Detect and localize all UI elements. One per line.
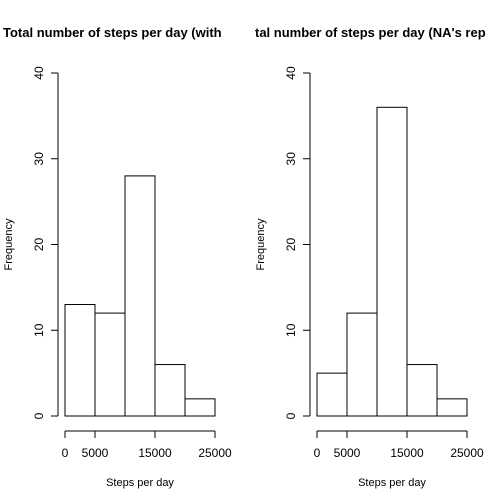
histogram-bar	[406, 364, 438, 417]
histogram-bar	[346, 312, 378, 417]
y-axis-label: Frequency	[3, 218, 15, 270]
x-tick-label: 0	[314, 446, 321, 460]
y-tick-label: 10	[284, 323, 298, 337]
y-tick-label: 30	[32, 152, 46, 166]
y-tick-label: 40	[284, 66, 298, 80]
histogram-bar	[64, 304, 96, 417]
x-tick-label: 25000	[198, 446, 232, 460]
y-tick-label: 20	[284, 238, 298, 252]
histogram-bar	[376, 106, 408, 417]
y-tick-label: 10	[32, 323, 46, 337]
y-tick-label: 0	[284, 412, 298, 419]
y-tick-label: 0	[32, 412, 46, 419]
histogram-bar	[124, 175, 156, 417]
y-tick-label: 20	[32, 238, 46, 252]
x-tick-label: 5000	[82, 446, 109, 460]
x-tick-label: 15000	[138, 446, 172, 460]
histogram-panel-original: Total number of steps per day (with 0 10 20…	[3, 25, 232, 489]
x-axis-label: Steps per day	[106, 477, 174, 489]
histogram-bar	[184, 398, 216, 417]
y-tick-label: 40	[32, 66, 46, 80]
x-tick-label: 25000	[450, 446, 484, 460]
x-tick-label: 15000	[390, 446, 424, 460]
histogram-bar	[436, 398, 468, 417]
x-tick-label: 5000	[334, 446, 361, 460]
y-axis-label: Frequency	[255, 218, 267, 270]
histogram-bar	[154, 364, 186, 417]
histogram-bar	[94, 312, 126, 417]
x-axis-label: Steps per day	[358, 477, 426, 489]
y-tick-label: 30	[284, 152, 298, 166]
histogram-panel-imputed: tal number of steps per day (NA's rep 0 10…	[255, 25, 486, 489]
chart-title: Total number of steps per day (with	[3, 25, 222, 40]
histogram-bar	[316, 372, 348, 417]
x-tick-label: 0	[62, 446, 69, 460]
chart-title: tal number of steps per day (NA's rep	[255, 25, 486, 40]
